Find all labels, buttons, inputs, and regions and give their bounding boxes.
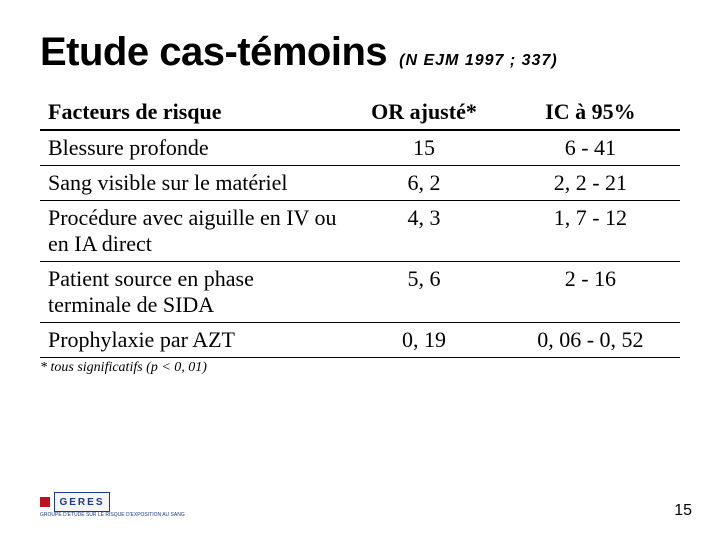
cell-or: 5, 6 bbox=[347, 262, 501, 323]
cell-or: 0, 19 bbox=[347, 323, 501, 358]
cell-ic: 6 - 41 bbox=[501, 130, 680, 166]
header-ic: IC à 95% bbox=[501, 95, 680, 130]
table-row: Prophylaxie par AZT 0, 19 0, 06 - 0, 52 bbox=[40, 323, 680, 358]
table-header-row: Facteurs de risque OR ajusté* IC à 95% bbox=[40, 95, 680, 130]
table-row: Blessure profonde 15 6 - 41 bbox=[40, 130, 680, 166]
cell-factor: Patient source en phase terminale de SID… bbox=[40, 262, 347, 323]
cell-ic: 2, 2 - 21 bbox=[501, 166, 680, 201]
cell-ic: 1, 7 - 12 bbox=[501, 201, 680, 262]
page-number: 15 bbox=[674, 502, 692, 520]
header-factor: Facteurs de risque bbox=[40, 95, 347, 130]
cell-ic: 0, 06 - 0, 52 bbox=[501, 323, 680, 358]
cell-factor: Blessure profonde bbox=[40, 130, 347, 166]
logo-subtitle: GROUPE D'ETUDE SUR LE RISQUE D'EXPOSITIO… bbox=[40, 513, 185, 518]
header-or: OR ajusté* bbox=[347, 95, 501, 130]
cell-factor: Procédure avec aiguille en IV ou en IA d… bbox=[40, 201, 347, 262]
cell-factor: Sang visible sur le matériel bbox=[40, 166, 347, 201]
logo: GERES GROUPE D'ETUDE SUR LE RISQUE D'EXP… bbox=[40, 492, 185, 518]
logo-block: GERES GROUPE D'ETUDE SUR LE RISQUE D'EXP… bbox=[40, 492, 185, 518]
slide: Etude cas-témoins (N EJM 1997 ; 337) Fac… bbox=[0, 0, 720, 540]
citation: (N EJM 1997 ; 337) bbox=[399, 52, 558, 70]
table-row: Patient source en phase terminale de SID… bbox=[40, 262, 680, 323]
logo-text: GERES bbox=[54, 492, 110, 512]
title-row: Etude cas-témoins (N EJM 1997 ; 337) bbox=[40, 30, 680, 75]
footnote: * tous significatifs (p < 0, 01) bbox=[40, 360, 680, 376]
cell-ic: 2 - 16 bbox=[501, 262, 680, 323]
table-row: Procédure avec aiguille en IV ou en IA d… bbox=[40, 201, 680, 262]
slide-title: Etude cas-témoins bbox=[40, 30, 387, 75]
cell-or: 6, 2 bbox=[347, 166, 501, 201]
logo-dot-icon bbox=[40, 497, 50, 507]
cell-or: 15 bbox=[347, 130, 501, 166]
risk-factors-table: Facteurs de risque OR ajusté* IC à 95% B… bbox=[40, 95, 680, 358]
table-row: Sang visible sur le matériel 6, 2 2, 2 -… bbox=[40, 166, 680, 201]
cell-factor: Prophylaxie par AZT bbox=[40, 323, 347, 358]
cell-or: 4, 3 bbox=[347, 201, 501, 262]
